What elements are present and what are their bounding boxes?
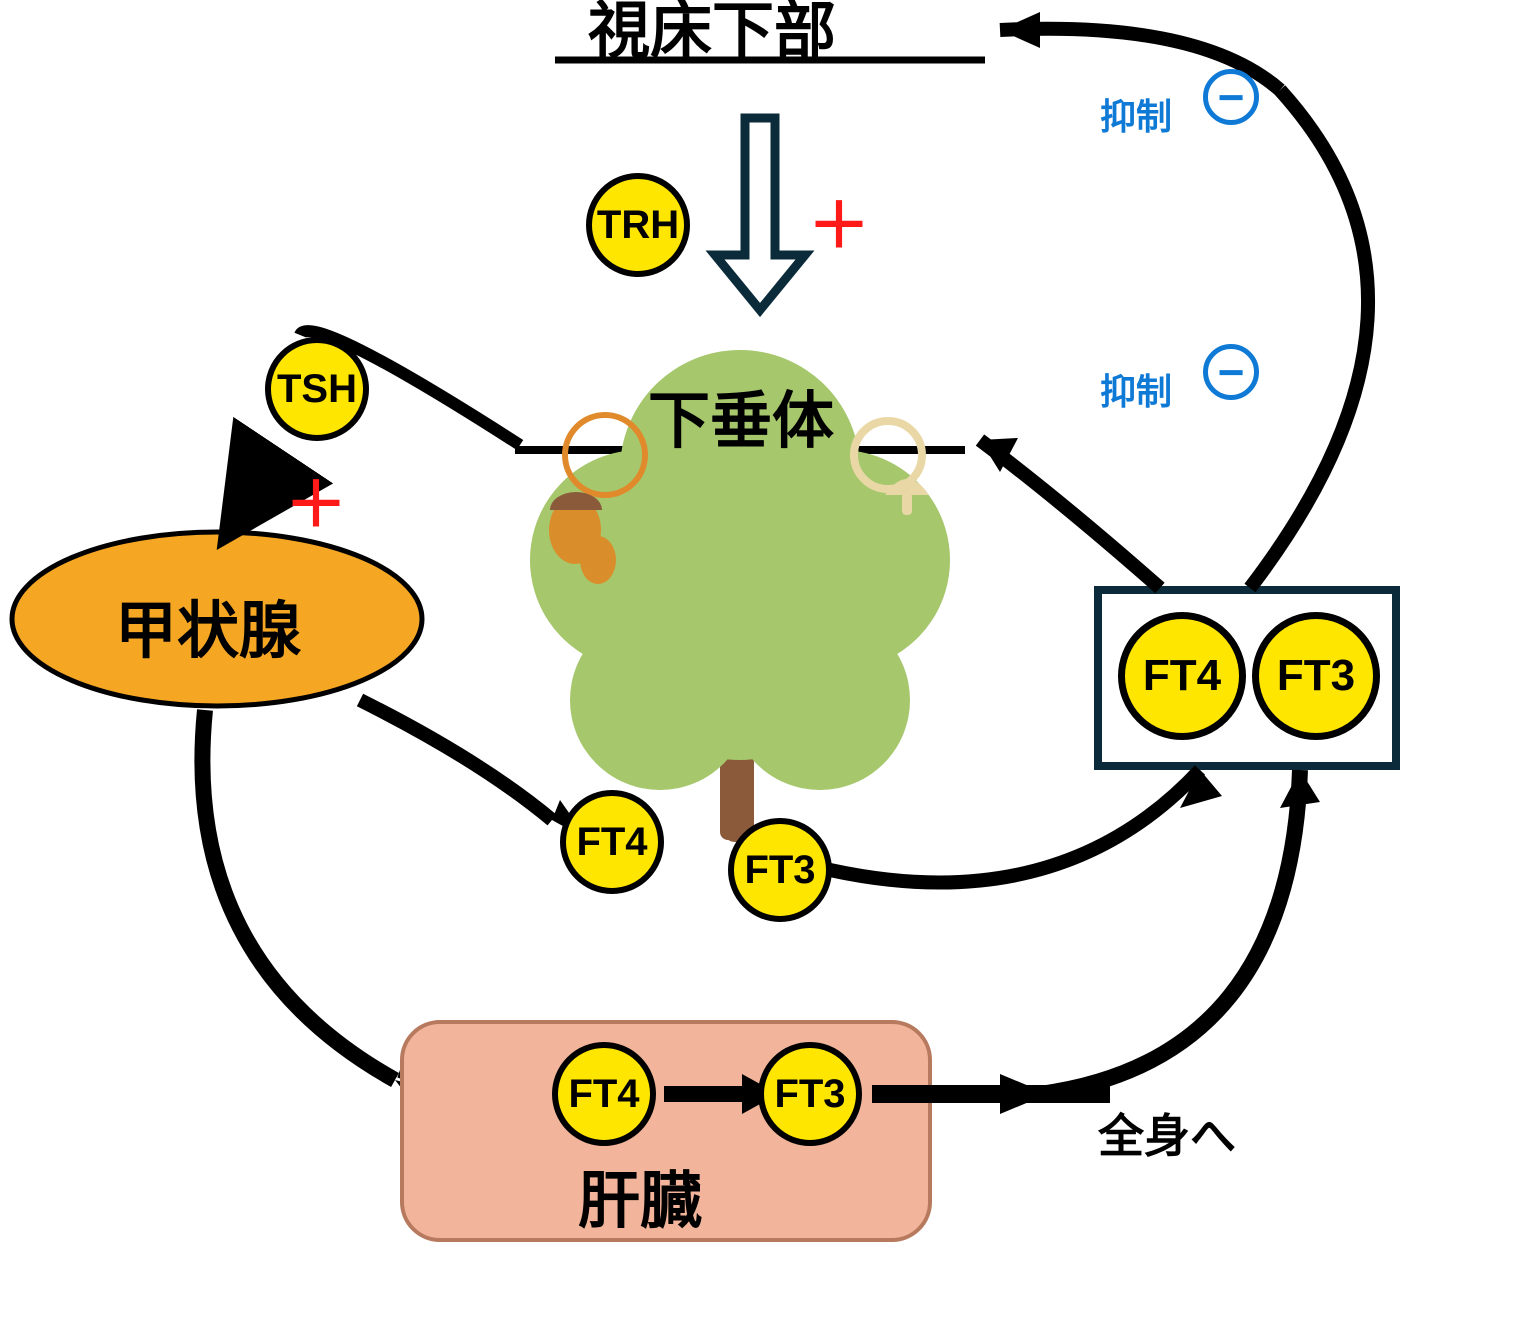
tsh-plus: ＋ — [285, 454, 347, 544]
ft4-mid: FT4 — [560, 790, 664, 894]
box-ft3: FT3 — [1252, 612, 1380, 740]
minus-1-text: − — [1218, 74, 1245, 120]
tsh-hormone: TSH — [265, 337, 369, 441]
minus-2: − — [1203, 344, 1259, 400]
ft3-mid-text: FT3 — [744, 848, 815, 893]
trh-arrow — [715, 118, 805, 310]
trh-text: TRH — [597, 203, 679, 248]
whole-body-label: 全身へ — [1098, 1100, 1236, 1166]
trh-plus: ＋ — [808, 175, 870, 265]
inhibit-label-1: 抑制 — [1100, 88, 1172, 140]
minus-2-text: − — [1218, 349, 1245, 395]
trh-hormone: TRH — [586, 173, 690, 277]
minus-1: − — [1203, 69, 1259, 125]
box-ft4-text: FT4 — [1143, 651, 1221, 701]
hypothalamus-label: 視床下部 — [588, 0, 836, 70]
box-ft3-text: FT3 — [1277, 651, 1355, 701]
ft3-mid: FT3 — [728, 818, 832, 922]
inhibit-label-2: 抑制 — [1100, 363, 1172, 415]
diagram-stage: 視床下部 TRH ＋ 下垂体 TSH ＋ 甲状腺 FT4 FT3 FT4 FT3… — [0, 0, 1517, 1338]
ft4-mid-text: FT4 — [576, 820, 647, 865]
liver-ft4: FT4 — [552, 1042, 656, 1146]
liver-ft3-text: FT3 — [774, 1072, 845, 1117]
box-ft4: FT4 — [1118, 612, 1246, 740]
pituitary-label: 下垂体 — [648, 370, 834, 460]
liver-ft4-text: FT4 — [568, 1072, 639, 1117]
liver-ft3: FT3 — [758, 1042, 862, 1146]
tsh-text: TSH — [277, 367, 357, 412]
thyroid-label: 甲状腺 — [115, 580, 301, 670]
liver-label: 肝臓 — [578, 1150, 702, 1240]
